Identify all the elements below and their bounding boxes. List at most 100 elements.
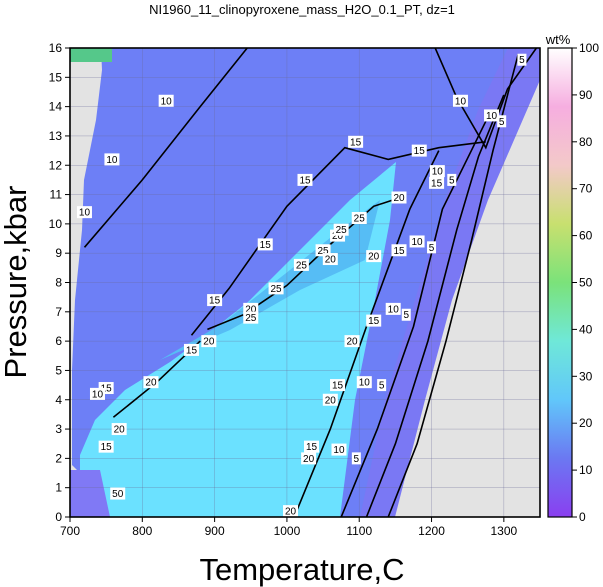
- contour-label-text-16: 15: [306, 442, 318, 453]
- contour-label-text-9: 15: [414, 146, 426, 157]
- contour-label-text-10: 15: [260, 240, 272, 251]
- contour-label-text-22: 20: [346, 337, 358, 348]
- contour-label-text-5: 5: [519, 55, 525, 66]
- contour-label-36: 10: [89, 387, 105, 400]
- colorbar-tick-label-5: 50: [579, 276, 593, 290]
- contour-label-bg-8: [348, 135, 364, 148]
- contour-label-0: 10: [158, 94, 174, 107]
- contour-label-49: 50: [110, 487, 126, 500]
- contour-label-text-40: 5: [379, 381, 385, 392]
- contour-label-bg-15: [330, 379, 346, 392]
- contour-label-11: 15: [207, 294, 223, 307]
- contour-label-bg-41: [351, 452, 361, 465]
- contour-label-text-48: 20: [325, 255, 337, 266]
- contour-label-37: 5: [447, 173, 457, 186]
- contour-label-48: 20: [322, 253, 338, 266]
- contour-label-bg-36: [89, 387, 105, 400]
- contour-label-text-25: 20: [285, 507, 297, 518]
- contour-label-34: 10: [356, 376, 372, 389]
- contour-label-text-47: 25: [354, 214, 366, 225]
- contour-label-47: 25: [351, 212, 367, 225]
- contour-label-bg-33: [385, 302, 401, 315]
- contour-label-bg-17: [183, 343, 199, 356]
- contour-label-text-29: 20: [145, 378, 157, 389]
- x-tick-label-1: 800: [132, 524, 152, 538]
- y-tick-label-15: 15: [49, 70, 63, 84]
- contour-label-text-6: 5: [499, 117, 505, 128]
- contour-label-bg-22: [344, 335, 360, 348]
- contour-label-7: 15: [297, 173, 313, 186]
- contour-label-15: 15: [330, 379, 346, 392]
- contour-label-38: 5: [427, 241, 437, 254]
- contour-label-bg-23: [322, 393, 338, 406]
- contour-label-21: 20: [366, 250, 382, 263]
- contour-label-bg-40: [377, 379, 387, 392]
- y-tick-label-8: 8: [55, 276, 62, 290]
- colorbar-tick-label-4: 40: [579, 322, 593, 336]
- contour-line-15-1: [190, 141, 486, 336]
- contour-label-text-41: 5: [354, 454, 360, 465]
- y-tick-label-6: 6: [55, 334, 62, 348]
- contour-label-text-0: 10: [161, 96, 173, 107]
- contour-label-39: 5: [401, 308, 411, 321]
- contour-label-bg-3: [452, 94, 468, 107]
- contour-label-bg-10: [257, 238, 273, 251]
- contour-line-15-4: [340, 120, 487, 517]
- contour-label-bg-7: [297, 173, 313, 186]
- contour-label-bg-12: [429, 176, 445, 189]
- contour-label-bg-1: [104, 153, 120, 166]
- contour-label-text-36: 10: [92, 389, 104, 400]
- contour-label-bg-27: [201, 335, 217, 348]
- contour-label-text-39: 5: [403, 310, 409, 321]
- contour-label-5: 5: [517, 53, 527, 66]
- contour-label-text-38: 5: [429, 243, 435, 254]
- colorbar-tick-label-10: 100: [579, 41, 599, 55]
- contour-label-bg-13: [391, 244, 407, 257]
- contour-label-bg-43: [268, 282, 284, 295]
- colorbar-label: wt%: [545, 32, 571, 47]
- contour-label-text-27: 20: [203, 337, 215, 348]
- contour-label-33: 10: [385, 302, 401, 315]
- contour-label-32: 10: [409, 235, 425, 248]
- colorbar-tick-label-0: 0: [579, 510, 586, 524]
- contour-labels: 1010101010551515151515151515151515151520…: [76, 53, 527, 518]
- contour-line-10-2: [434, 48, 538, 150]
- contour-label-text-42: 25: [245, 313, 257, 324]
- colorbar-tick-label-9: 90: [579, 88, 593, 102]
- contour-label-17: 15: [183, 343, 199, 356]
- x-tick-label-0: 700: [60, 524, 80, 538]
- contour-label-text-30: 20: [114, 425, 126, 436]
- x-tick-label-4: 1100: [346, 524, 372, 538]
- contour-label-31: 10: [429, 165, 445, 178]
- colorbar-tick-label-1: 10: [579, 463, 593, 477]
- contour-label-bg-38: [427, 241, 437, 254]
- contour-label-bg-31: [429, 165, 445, 178]
- contour-label-text-46: 25: [336, 225, 348, 236]
- contour-label-bg-44: [293, 258, 309, 271]
- contour-label-43: 25: [268, 282, 284, 295]
- contour-label-2: 10: [76, 206, 92, 219]
- contour-label-bg-37: [447, 173, 457, 186]
- contour-label-35: 10: [331, 443, 347, 456]
- contour-label-text-18: 15: [101, 442, 113, 453]
- contour-label-16: 15: [304, 440, 320, 453]
- y-tick-label-13: 13: [49, 129, 63, 143]
- contour-label-text-31: 10: [432, 167, 444, 178]
- y-tick-label-9: 9: [55, 246, 62, 260]
- y-tick-label-10: 10: [49, 217, 63, 231]
- contour-label-bg-48: [322, 253, 338, 266]
- colorbar-tick-label-2: 20: [579, 416, 593, 430]
- contour-label-text-23: 20: [325, 395, 337, 406]
- y-tick-label-12: 12: [49, 158, 63, 172]
- contour-label-text-32: 10: [412, 237, 424, 248]
- contour-label-bg-30: [111, 423, 127, 436]
- contour-label-18: 15: [98, 440, 114, 453]
- x-tick-label-2: 900: [205, 524, 225, 538]
- plot-area: 1010101010551515151515151515151515151520…: [70, 48, 540, 518]
- x-axis-ticks: 700 800 900 1000 1100 1200 1300: [60, 517, 518, 538]
- contour-label-30: 20: [111, 423, 127, 436]
- contour-label-12: 15: [429, 176, 445, 189]
- contour-label-41: 5: [351, 452, 361, 465]
- contour-label-text-2: 10: [79, 208, 91, 219]
- contour-label-text-49: 50: [112, 489, 124, 500]
